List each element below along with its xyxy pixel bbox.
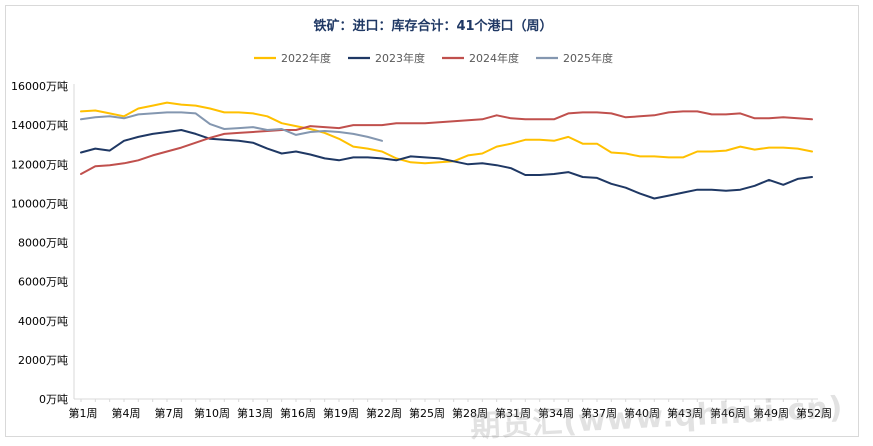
x-tick-label: 第49周 <box>753 406 789 420</box>
y-tick-label: 14000万吨 <box>11 119 68 132</box>
series-line-2022年度 <box>80 101 813 165</box>
x-tick-label: 第52周 <box>796 406 832 420</box>
y-tick-label: 6000万吨 <box>18 276 68 289</box>
x-tick-label: 第28周 <box>452 406 488 420</box>
x-tick-label: 第16周 <box>280 406 316 420</box>
series-layer <box>80 101 813 200</box>
x-tick-label: 第13周 <box>237 406 273 420</box>
x-tick-label: 第37周 <box>581 406 617 420</box>
x-axis: 第1周 第4周 第7周 第10周 第13周 第16周 第19周 第22周 第25周 第28周 第31… <box>69 398 832 420</box>
y-tick-label: 8000万吨 <box>18 237 68 250</box>
legend-label: 2022年度 <box>281 51 331 65</box>
x-tick-label: 第4周 <box>112 406 141 420</box>
x-tick-label: 第31周 <box>495 406 531 420</box>
y-axis: 0万吨 2000万吨 4000万吨 6000万吨 8000万吨 10000万吨 12000万… <box>11 80 75 406</box>
y-tick-label: 4000万吨 <box>18 315 68 328</box>
legend-label: 2023年度 <box>375 51 425 65</box>
x-tick-label: 第46周 <box>710 406 746 420</box>
series-line-2025年度 <box>80 111 383 142</box>
legend-label: 2025年度 <box>563 51 613 65</box>
chart-frame: 铁矿：进口：库存合计：41个港口（周） 2022年度 2023年度 2024年度 20… <box>5 5 859 437</box>
x-tick-label: 第10周 <box>194 406 230 420</box>
legend-label: 2024年度 <box>469 51 519 65</box>
x-tick-label: 第40周 <box>624 406 660 420</box>
y-tick-label: 0万吨 <box>39 393 68 406</box>
x-tick-label: 第25周 <box>409 406 445 420</box>
legend: 2022年度 2023年度 2024年度 2025年度 <box>254 51 613 65</box>
y-tick-label: 12000万吨 <box>11 158 68 171</box>
series-line-2024年度 <box>80 110 813 175</box>
series-line-2023年度 <box>80 129 813 200</box>
chart-title: 铁矿：进口：库存合计：41个港口（周） <box>312 18 552 34</box>
y-tick-label: 10000万吨 <box>11 197 68 210</box>
x-tick-label: 第22周 <box>366 406 402 420</box>
y-tick-label: 16000万吨 <box>11 80 68 93</box>
x-tick-label: 第1周 <box>69 406 98 420</box>
y-tick-label: 2000万吨 <box>18 354 68 367</box>
x-tick-label: 第43周 <box>667 406 703 420</box>
x-tick-label: 第19周 <box>323 406 359 420</box>
x-tick-label: 第7周 <box>155 406 184 420</box>
x-tick-label: 第34周 <box>538 406 574 420</box>
line-chart: 铁矿：进口：库存合计：41个港口（周） 2022年度 2023年度 2024年度 20… <box>11 18 832 420</box>
